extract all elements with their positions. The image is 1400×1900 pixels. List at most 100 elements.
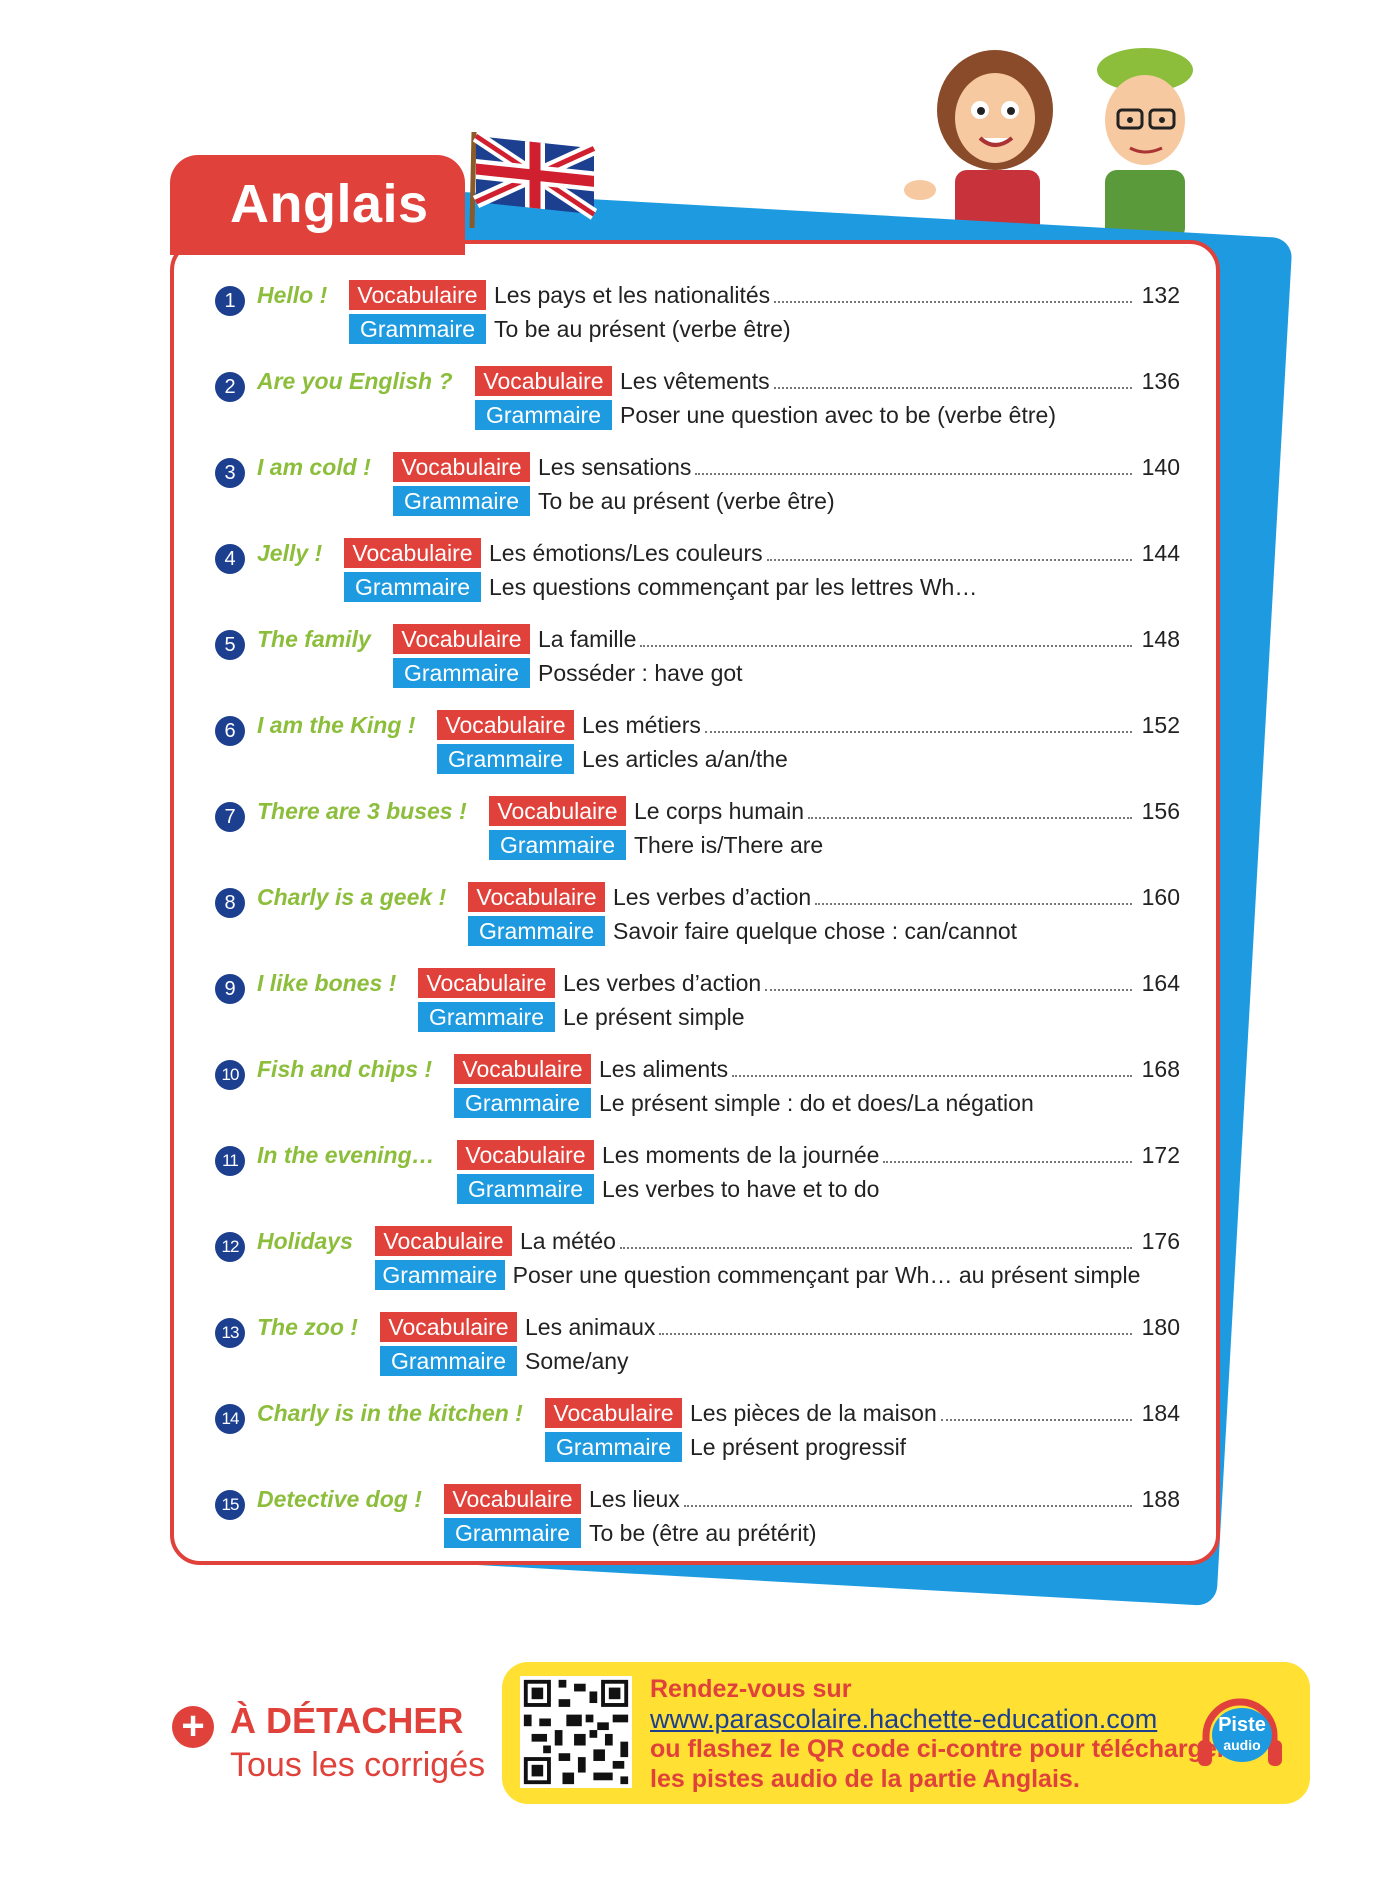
toc-entry[interactable]: 13 The zoo ! Vocabulaire Les animaux 180… — [215, 1310, 1180, 1396]
vocabulary-label: Vocabulaire — [375, 1226, 512, 1256]
chapter-number: 3 — [215, 458, 245, 488]
vocab-row: Vocabulaire Les émotions/Les couleurs 14… — [344, 536, 1180, 570]
toc-entry[interactable]: 9 I like bones ! Vocabulaire Les verbes … — [215, 966, 1180, 1052]
grammar-label: Grammaire — [418, 1002, 555, 1032]
grammar-topic: Le présent simple : do et does/La négati… — [599, 1089, 1034, 1116]
dot-leader — [640, 644, 1132, 647]
vocabulary-topic: Les pièces de la maison — [682, 1400, 1138, 1427]
toc-entry[interactable]: 12 Holidays Vocabulaire La météo 176 Gra… — [215, 1224, 1180, 1310]
toc-entry[interactable]: 5 The family Vocabulaire La famille 148 … — [215, 622, 1180, 708]
detach-subtitle: Tous les corrigés — [230, 1746, 486, 1784]
vocabulary-label: Vocabulaire — [437, 710, 574, 740]
toc-entry[interactable]: 15 Detective dog ! Vocabulaire Les lieux… — [215, 1482, 1180, 1568]
vocabulary-topic-text: Les animaux — [525, 1313, 656, 1340]
chapter-title: Are you English ? — [257, 368, 453, 394]
section-tab: Anglais — [170, 155, 465, 255]
uk-flag-icon — [469, 130, 598, 228]
toc-entry[interactable]: 4 Jelly ! Vocabulaire Les émotions/Les c… — [215, 536, 1180, 622]
chapter-topics: Vocabulaire Les lieux 188 Grammaire To b… — [444, 1482, 1180, 1550]
grammar-topic: Le présent progressif — [690, 1433, 907, 1460]
chapter-topics: Vocabulaire La famille 148 Grammaire Pos… — [393, 622, 1180, 690]
grammar-label: Grammaire — [437, 744, 574, 774]
characters-illustration — [904, 48, 1193, 240]
vocabulary-label: Vocabulaire — [380, 1312, 517, 1342]
vocab-row: Vocabulaire Les vêtements 136 — [475, 364, 1180, 398]
chapter-topics: Vocabulaire Les verbes d’action 160 Gram… — [468, 880, 1180, 948]
vocab-row: Vocabulaire La météo 176 — [375, 1224, 1180, 1258]
chapter-title: I like bones ! — [257, 970, 397, 996]
toc-entry[interactable]: 11 In the evening… Vocabulaire Les momen… — [215, 1138, 1180, 1224]
audio-line-1: Rendez-vous sur — [650, 1675, 852, 1703]
vocabulary-topic: Le corps humain — [626, 798, 1138, 825]
chapter-number: 8 — [215, 888, 245, 918]
vocab-row: Vocabulaire Les verbes d’action 164 — [418, 966, 1180, 1000]
grammar-topic: Savoir faire quelque chose : can/cannot — [613, 917, 1018, 944]
toc-entry[interactable]: 10 Fish and chips ! Vocabulaire Les alim… — [215, 1052, 1180, 1138]
chapter-number: 1 — [215, 286, 245, 316]
vocabulary-topic-text: Les verbes d’action — [613, 883, 812, 910]
chapter-topics: Vocabulaire Les pièces de la maison 184 … — [545, 1396, 1180, 1464]
page-number: 176 — [1141, 1227, 1180, 1254]
toc-entry[interactable]: 14 Charly is in the kitchen ! Vocabulair… — [215, 1396, 1180, 1482]
audio-instructions: Rendez-vous sur www.parascolaire.hachett… — [650, 1674, 1227, 1794]
qr-code-icon[interactable] — [520, 1676, 632, 1788]
chapter-title: I am cold ! — [257, 454, 371, 480]
dot-leader — [683, 1504, 1132, 1507]
vocabulary-topic-text: Les moments de la journée — [602, 1141, 880, 1168]
grammar-topic: To be au présent (verbe être) — [494, 315, 791, 342]
chapter-number: 2 — [215, 372, 245, 402]
audio-badge: Piste audio — [1192, 1688, 1288, 1784]
toc-entry[interactable]: 1 Hello ! Vocabulaire Les pays et les na… — [215, 278, 1180, 364]
vocabulary-topic: Les verbes d’action — [555, 970, 1138, 997]
chapter-topics: Vocabulaire Les métiers 152 Grammaire Le… — [437, 708, 1180, 776]
chapter-number: 13 — [215, 1318, 245, 1348]
toc-entry[interactable]: 7 There are 3 buses ! Vocabulaire Le cor… — [215, 794, 1180, 880]
chapter-title: Holidays — [257, 1228, 353, 1254]
vocabulary-topic-text: La météo — [520, 1227, 616, 1254]
vocab-row: Vocabulaire Les lieux 188 — [444, 1482, 1180, 1516]
vocabulary-topic-text: La famille — [538, 625, 637, 652]
vocabulary-label: Vocabulaire — [475, 366, 612, 396]
vocab-row: Vocabulaire La famille 148 — [393, 622, 1180, 656]
vocabulary-label: Vocabulaire — [444, 1484, 581, 1514]
vocabulary-topic: Les animaux — [517, 1314, 1138, 1341]
page-number: 184 — [1141, 1399, 1180, 1426]
grammar-row: Grammaire Le présent simple — [418, 1000, 1180, 1034]
chapter-topics: Vocabulaire La météo 176 Grammaire Poser… — [375, 1224, 1180, 1292]
toc-entry[interactable]: 3 I am cold ! Vocabulaire Les sensations… — [215, 450, 1180, 536]
grammar-topic: Les questions commençant par les lettres… — [489, 573, 978, 600]
vocabulary-topic-text: Les pièces de la maison — [690, 1399, 937, 1426]
vocabulary-topic-text: Les émotions/Les couleurs — [489, 539, 763, 566]
dot-leader — [940, 1418, 1132, 1421]
chapter-title: I am the King ! — [257, 712, 416, 738]
grammar-label: Grammaire — [468, 916, 605, 946]
dot-leader — [773, 386, 1132, 389]
vocabulary-label: Vocabulaire — [489, 796, 626, 826]
vocabulary-topic-text: Les sensations — [538, 453, 692, 480]
chapter-title: The zoo ! — [257, 1314, 358, 1340]
grammar-label: Grammaire — [444, 1518, 581, 1548]
toc-entry[interactable]: 8 Charly is a geek ! Vocabulaire Les ver… — [215, 880, 1180, 966]
grammar-row: Grammaire Les articles a/an/the — [437, 742, 1180, 776]
toc-entry[interactable]: 6 I am the King ! Vocabulaire Les métier… — [215, 708, 1180, 794]
section-title: Anglais — [230, 174, 429, 234]
chapter-topics: Vocabulaire Les moments de la journée 17… — [457, 1138, 1180, 1206]
page-number: 172 — [1141, 1141, 1180, 1168]
vocabulary-topic-text: Les lieux — [589, 1485, 680, 1512]
grammar-row: Grammaire Poser une question commençant … — [375, 1258, 1180, 1292]
grammar-row: Grammaire Le présent simple : do et does… — [454, 1086, 1180, 1120]
vocabulary-topic: Les aliments — [591, 1056, 1138, 1083]
audio-url-link[interactable]: www.parascolaire.hachette-education.com — [650, 1704, 1158, 1734]
vocabulary-topic: Les verbes d’action — [605, 884, 1138, 911]
vocabulary-topic-text: Les verbes d’action — [563, 969, 762, 996]
chapter-topics: Vocabulaire Les pays et les nationalités… — [349, 278, 1180, 346]
toc-entry[interactable]: 2 Are you English ? Vocabulaire Les vête… — [215, 364, 1180, 450]
dot-leader — [659, 1332, 1132, 1335]
grammar-row: Grammaire Le présent progressif — [545, 1430, 1180, 1464]
vocabulary-topic-text: Les pays et les nationalités — [494, 281, 771, 308]
vocab-row: Vocabulaire Les animaux 180 — [380, 1310, 1180, 1344]
grammar-row: Grammaire Les verbes to have et to do — [457, 1172, 1180, 1206]
chapter-number: 4 — [215, 544, 245, 574]
vocab-row: Vocabulaire Les sensations 140 — [393, 450, 1180, 484]
dot-leader — [766, 558, 1132, 561]
